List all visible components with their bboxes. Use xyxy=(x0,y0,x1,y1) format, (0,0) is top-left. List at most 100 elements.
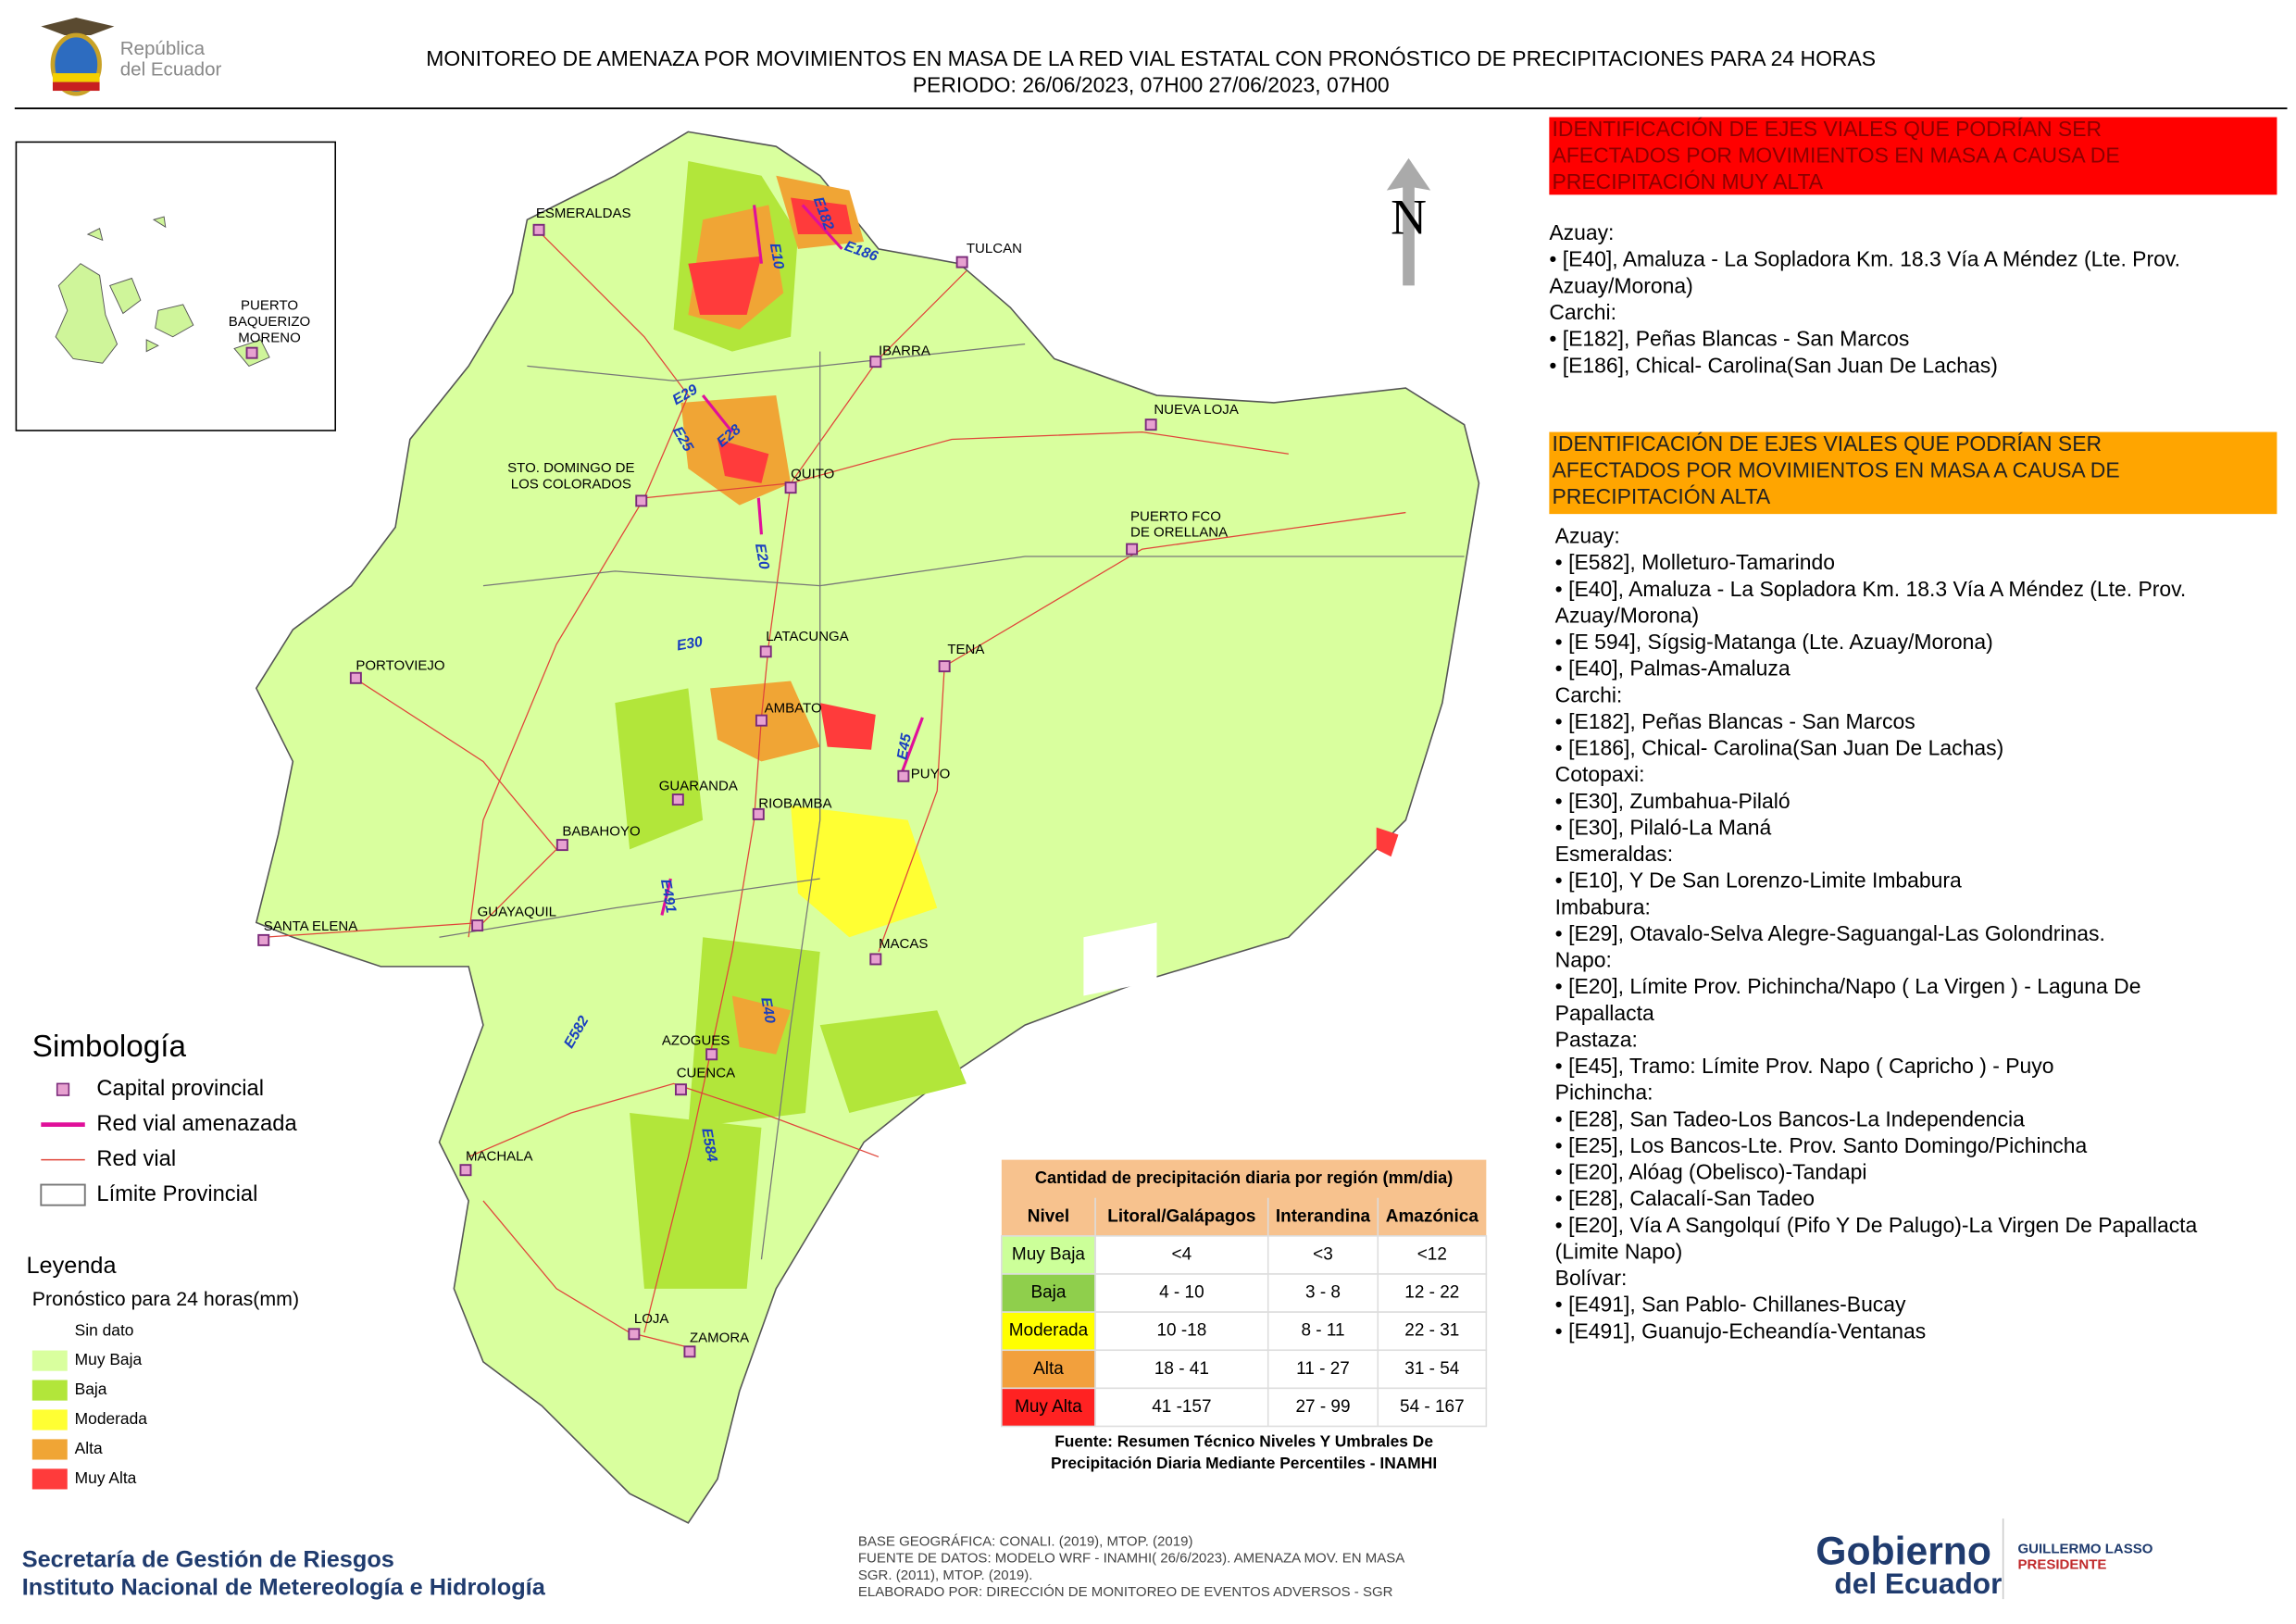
panel-line: • [E 594], Sígsig-Matanga (Lte. Azuay/Mo… xyxy=(1555,630,1993,654)
legend-level: Alta xyxy=(75,1439,103,1457)
panel-title: IDENTIFICACIÓN DE EJES VIALES QUE PODRÍA… xyxy=(1553,431,2103,456)
legend-title: Simbología xyxy=(32,1030,187,1064)
panel-title: PRECIPITACIÓN ALTA xyxy=(1553,484,1771,508)
capital-marker xyxy=(1144,418,1157,431)
table-header: Litoral/Galápagos xyxy=(1107,1206,1255,1226)
precipitation-zones xyxy=(615,160,1399,1289)
city-label: LOJA xyxy=(634,1311,669,1327)
panel-line: Bolívar: xyxy=(1555,1266,1628,1290)
road-label: E10 xyxy=(767,242,787,270)
legend-swatch xyxy=(31,1439,68,1460)
provincial-boundaries xyxy=(439,344,1465,1260)
city-label: BAQUERIZO xyxy=(229,314,310,330)
city-label: GUAYAQUIL xyxy=(478,904,556,919)
level-cell xyxy=(1001,1273,1096,1313)
row-bg xyxy=(1094,1387,1488,1428)
panel-line: • [E45], Tramo: Límite Prov. Napo ( Capr… xyxy=(1555,1054,2054,1078)
logo-text: República xyxy=(120,38,206,59)
city-label: TENA xyxy=(947,642,984,657)
city-label: AZOGUES xyxy=(662,1032,730,1048)
panel-line: Carchi: xyxy=(1549,300,1616,324)
legend-symbol xyxy=(40,1183,86,1206)
org-name: Instituto Nacional de Metereología e Hid… xyxy=(22,1575,546,1601)
panel-line: • [E582], Molleturo-Tamarindo xyxy=(1555,550,1835,574)
legend-level: Muy Alta xyxy=(75,1468,137,1487)
threatened-roads xyxy=(660,204,924,916)
panel-line: • [E20], Vía A Sangolquí (Pifo Y De Palu… xyxy=(1555,1213,2198,1237)
legend-swatch xyxy=(31,1350,68,1371)
city-label: DE ORELLANA xyxy=(1130,525,1228,541)
city-label: BABAHOYO xyxy=(562,823,640,839)
city-label: NUEVA LOJA xyxy=(1154,402,1239,418)
legend-swatch xyxy=(31,1380,68,1401)
panel-line: • [E40], Amaluza - La Sopladora Km. 18.3… xyxy=(1549,247,2180,271)
panel-line: • [E182], Peñas Blancas - San Marcos xyxy=(1555,709,1915,733)
city-label: LATACUNGA xyxy=(766,629,849,644)
city-label: PORTOVIEJO xyxy=(356,658,444,674)
table-cell: 10 -18 xyxy=(1156,1321,1206,1341)
capital-marker xyxy=(349,671,362,684)
table-source: Precipitación Diaria Mediante Percentile… xyxy=(1051,1454,1437,1472)
credit-line: SGR. (2011), MTOP. (2019). xyxy=(858,1568,1033,1583)
panel-line: • [E28], San Tadeo-Los Bancos-La Indepen… xyxy=(1555,1106,2025,1131)
gov-logo: Gobierno xyxy=(1816,1529,1991,1573)
legend-item: Límite Provincial xyxy=(96,1182,257,1206)
table-source: Fuente: Resumen Técnico Niveles Y Umbral… xyxy=(1054,1431,1433,1450)
capital-marker xyxy=(1126,543,1139,556)
capital-marker xyxy=(759,645,772,658)
city-label: ESMERALDAS xyxy=(536,206,631,221)
panel-line: • [E186], Chical- Carolina(San Juan De L… xyxy=(1555,736,2004,760)
road-label: E491 xyxy=(657,878,679,914)
table-cell: Alta xyxy=(1033,1359,1064,1379)
panel-line: • [E25], Los Bancos-Lte. Prov. Santo Dom… xyxy=(1555,1133,2088,1157)
capital-marker xyxy=(671,793,684,806)
table-cell: 22 - 31 xyxy=(1404,1321,1459,1341)
capital-marker xyxy=(897,769,910,782)
panel-header xyxy=(1549,431,2277,515)
credit-line: FUENTE DE DATOS: MODELO WRF - INAMHI( 26… xyxy=(858,1551,1404,1567)
capital-marker xyxy=(628,1328,641,1341)
legend-level: Moderada xyxy=(75,1409,148,1428)
capital-marker xyxy=(555,839,568,852)
table-cell: 12 - 22 xyxy=(1404,1283,1459,1303)
panel-title: AFECTADOS POR MOVIMIENTOS EN MASA A CAUS… xyxy=(1553,457,2120,481)
legend-swatch xyxy=(31,1468,68,1490)
panel-line: Azuay: xyxy=(1549,220,1614,244)
table-cell: Moderada xyxy=(1009,1321,1089,1341)
capital-marker xyxy=(869,356,882,369)
city-label: MACHALA xyxy=(466,1148,533,1164)
table-cell: <4 xyxy=(1172,1244,1192,1264)
legend-swatch xyxy=(31,1409,68,1430)
panel-title: IDENTIFICACIÓN DE EJES VIALES QUE PODRÍA… xyxy=(1553,117,2103,141)
panel-line: • [E30], Pilaló-La Maná xyxy=(1555,815,1772,839)
capital-marker xyxy=(755,714,767,727)
panel-line: • [E491], San Pablo- Chillanes-Bucay xyxy=(1555,1293,1906,1317)
city-label: RIOBAMBA xyxy=(758,795,831,811)
table-cell: 8 - 11 xyxy=(1301,1321,1344,1341)
panel-header xyxy=(1549,117,2277,195)
city-label: AMBATO xyxy=(765,700,822,716)
panel-line: Napo: xyxy=(1555,948,1612,972)
city-label: ZAMORA xyxy=(690,1330,749,1346)
legend-item: Red vial xyxy=(96,1147,176,1171)
panel-line: Imbabura: xyxy=(1555,894,1651,918)
road-label: E30 xyxy=(676,634,705,655)
table-header: Amazónica xyxy=(1386,1206,1479,1226)
capital-marker xyxy=(752,807,765,820)
city-label: GUARANDA xyxy=(659,778,738,793)
coat-of-arms xyxy=(41,17,115,96)
galapagos-islands xyxy=(55,216,270,367)
capital-marker xyxy=(635,494,648,507)
panel-line: • [E30], Zumbahua-Pilaló xyxy=(1555,789,1791,813)
panel-line: • [E29], Otavalo-Selva Alegre-Saguangal-… xyxy=(1555,921,2105,945)
road-label: E40 xyxy=(757,996,778,1025)
panel-line: • [E182], Peñas Blancas - San Marcos xyxy=(1549,327,1909,351)
panel-line: • [E491], Guanujo-Echeandía-Ventanas xyxy=(1555,1318,1927,1343)
legend-symbol xyxy=(56,1082,70,1096)
panel-line: Azuay/Morona) xyxy=(1549,273,1692,297)
table-cell: 18 - 41 xyxy=(1154,1359,1209,1379)
legend-level: Baja xyxy=(75,1380,107,1398)
title: MONITOREO DE AMENAZA POR MOVIMIENTOS EN … xyxy=(426,46,1876,70)
